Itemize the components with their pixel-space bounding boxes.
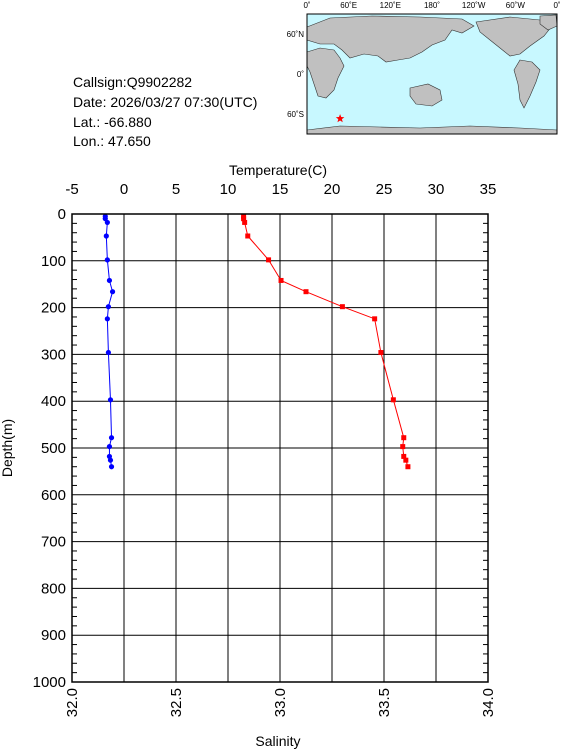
temperature-point [403, 457, 409, 463]
map-land-africa [306, 47, 345, 99]
salinity-point [104, 257, 110, 263]
salinity-tick-label: 34.0 [480, 688, 497, 717]
depth-tick-label: 400 [41, 393, 66, 410]
temperature-tick-label: 15 [272, 181, 289, 198]
map-latitude-label: 60˚N [287, 30, 305, 39]
map-longitude-labels: 0˚ 60˚E 120˚E 180˚ 120˚W 60˚W 0˚ [303, 1, 560, 10]
map-latitude-labels: 60˚N 0˚ 60˚S [287, 30, 305, 119]
depth-tick-label: 800 [41, 580, 66, 597]
temperature-point [303, 289, 309, 295]
temperature-tick-label: 0 [120, 181, 128, 198]
plot-frame [71, 213, 489, 683]
map-longitude-label: 60˚E [340, 1, 357, 10]
map-longitude-label: 0˚ [303, 1, 310, 10]
station-marker [335, 114, 345, 123]
temperature-tick-label: -5 [65, 181, 78, 198]
salinity-point [107, 397, 114, 403]
temperature-tick-label: 20 [324, 181, 341, 198]
temperature-tick-label: 30 [428, 181, 445, 198]
depth-tick-label: 700 [41, 534, 66, 551]
salinity-point [104, 316, 110, 322]
depth-tick-label: 100 [41, 253, 66, 270]
salinity-point [108, 464, 115, 470]
temperature-tick-label: 25 [376, 181, 393, 198]
salinity-point [105, 349, 111, 356]
depth-tick-label: 300 [41, 346, 66, 363]
map-frame [306, 13, 558, 135]
depth-tick-label: 600 [41, 487, 66, 504]
temperature-point [400, 444, 406, 450]
latitude-text: Lat.: -66.880 [73, 114, 152, 130]
map-longitude-label: 180˚ [424, 1, 440, 10]
map-longitude-label: 120˚W [462, 1, 486, 10]
temperature-point [241, 216, 247, 222]
station-star-icon [335, 114, 345, 123]
salinity-point [105, 304, 111, 310]
temperature-point [278, 277, 284, 283]
map-land-eurasia [306, 15, 475, 63]
depth-tick-label: 200 [41, 300, 66, 317]
temperature-point [245, 233, 251, 239]
temperature-point [372, 316, 378, 322]
temperature-point [378, 350, 384, 356]
salinity-point [103, 233, 109, 239]
salinity-tick-label: 33.5 [376, 688, 393, 717]
depth-minor-ticks [72, 222, 488, 674]
temperature-tick-label: 35 [480, 181, 497, 198]
temperature-tick-label: 10 [220, 181, 237, 198]
temperature-tick-label: 5 [172, 181, 180, 198]
salinity-tick-label: 33.0 [272, 688, 289, 717]
salinity-tick-labels: 32.0 32.5 33.0 33.5 34.0 [64, 688, 497, 717]
map-land-north-america [475, 16, 553, 57]
temperature-point [401, 453, 407, 459]
temperature-profile-line [243, 216, 409, 467]
temperature-point [266, 257, 272, 263]
date-text: Date: 2026/03/27 07:30(UTC) [73, 94, 257, 110]
salinity-point [106, 277, 113, 284]
map-longitude-label: 0˚ [553, 1, 560, 10]
temperature-point [405, 464, 411, 470]
salinity-axis-title: Salinity [255, 733, 300, 749]
station-info: Callsign:Q9902282 Date: 2026/03/27 07:30… [73, 74, 257, 149]
salinity-tick-label: 32.0 [64, 688, 81, 717]
salinity-point [108, 435, 115, 441]
map-land [306, 14, 558, 135]
map-longitude-label: 60˚W [506, 1, 526, 10]
temperature-point [339, 304, 345, 310]
depth-tick-label: 1000 [33, 674, 66, 691]
location-map: 0˚ 60˚E 120˚E 180˚ 120˚W 60˚W 0˚ 60˚N 0˚ 60˚S [287, 1, 561, 135]
map-longitude-label: 120˚E [380, 1, 401, 10]
depth-tick-label: 900 [41, 627, 66, 644]
salinity-tick-label: 32.5 [168, 688, 185, 717]
chart-series [102, 213, 411, 470]
depth-axis-title: Depth(m) [0, 419, 15, 477]
map-land-australia [409, 83, 443, 107]
temperature-axis-title: Temperature(C) [229, 162, 327, 178]
salinity-point [109, 289, 116, 295]
salinity-point [106, 443, 113, 450]
longitude-text: Lon.: 47.650 [73, 133, 151, 149]
temperature-point [390, 397, 396, 403]
profile-chart: 0 100 200 300 400 500 600 700 800 900 1000 -5 0 5 10 1… [0, 162, 497, 749]
depth-tick-label: 0 [58, 206, 66, 223]
temperature-point [401, 435, 407, 441]
temperature-tick-labels: -5 0 5 10 15 20 25 30 35 [65, 181, 496, 198]
depth-tick-label: 500 [41, 440, 66, 457]
salinity-profile-line [104, 216, 114, 467]
map-land-south-america [513, 59, 541, 109]
temperature-point [242, 219, 248, 225]
map-latitude-label: 60˚S [287, 110, 304, 119]
salinity-point [104, 219, 110, 226]
map-latitude-label: 0˚ [297, 70, 304, 79]
callsign-text: Callsign:Q9902282 [73, 74, 192, 90]
map-land-greenland [539, 14, 558, 31]
depth-tick-labels: 0 100 200 300 400 500 600 700 800 900 1000 [33, 206, 66, 691]
salinity-point [107, 457, 114, 463]
